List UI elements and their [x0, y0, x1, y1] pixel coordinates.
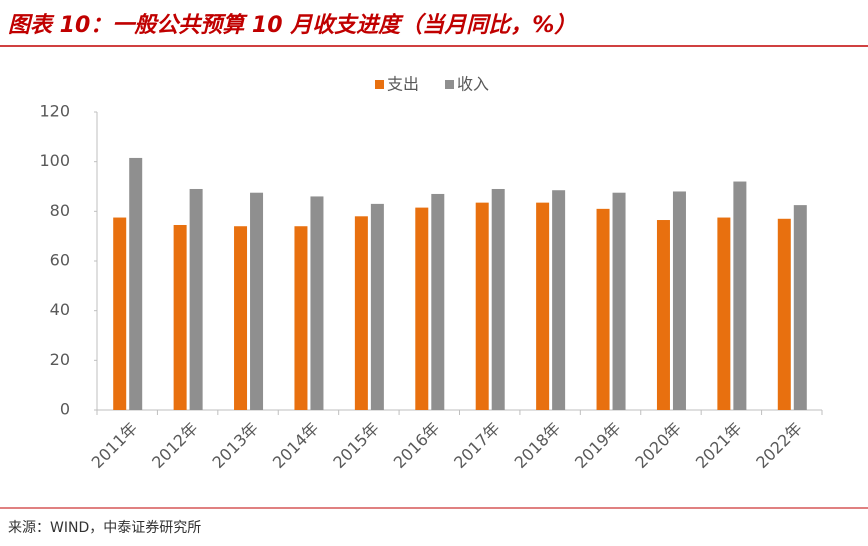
- x-tick-label: 2017年: [450, 419, 504, 473]
- x-tick-label: 2021年: [692, 419, 746, 473]
- x-tick-label: 2014年: [269, 419, 323, 473]
- bar: [431, 193, 445, 410]
- x-tick-label: 2015年: [329, 419, 383, 473]
- y-tick-label: 100: [39, 151, 70, 170]
- y-tick-label: 60: [50, 251, 70, 270]
- x-tick-label: 2013年: [208, 419, 262, 473]
- bar: [777, 218, 791, 410]
- bar: [536, 202, 550, 410]
- x-tick-label: 2019年: [571, 419, 625, 473]
- y-tick-label: 0: [60, 400, 70, 419]
- x-tick-label: 2016年: [390, 419, 444, 473]
- legend-swatch: [445, 80, 454, 89]
- legend-swatch: [375, 80, 384, 89]
- bar: [612, 192, 626, 410]
- bar: [354, 216, 368, 410]
- bar: [793, 205, 807, 410]
- bar: [656, 220, 670, 410]
- bar: [310, 196, 324, 410]
- bar: [717, 217, 731, 410]
- x-tick-label: 2012年: [148, 419, 202, 473]
- bar: [552, 190, 566, 410]
- y-tick-label: 120: [39, 102, 70, 121]
- x-tick-label: 2011年: [88, 419, 142, 473]
- bar: [415, 207, 429, 410]
- y-tick-label: 20: [50, 350, 70, 369]
- bar: [672, 191, 686, 410]
- source: 来源：WIND，中泰证券研究所: [8, 520, 201, 536]
- legend-label: 支出: [387, 75, 419, 94]
- bar: [113, 217, 127, 410]
- bar: [250, 192, 264, 410]
- bar: [129, 157, 143, 410]
- bar: [294, 226, 308, 410]
- x-tick-label: 2022年: [752, 419, 806, 473]
- legend-label: 收入: [457, 75, 489, 94]
- x-tick-label: 2018年: [511, 419, 565, 473]
- bar: [189, 188, 203, 410]
- y-tick-label: 80: [50, 201, 70, 220]
- bar: [234, 226, 248, 410]
- bar: [733, 181, 747, 410]
- y-tick-label: 40: [50, 300, 70, 319]
- x-tick-label: 2020年: [631, 419, 685, 473]
- bar: [173, 224, 187, 410]
- bar: [596, 208, 610, 410]
- bar: [370, 203, 384, 410]
- bar: [475, 202, 489, 410]
- bar: [491, 188, 505, 410]
- chart-title: 图表 10：一般公共预算 10 月收支进度（当月同比，%）: [8, 12, 576, 38]
